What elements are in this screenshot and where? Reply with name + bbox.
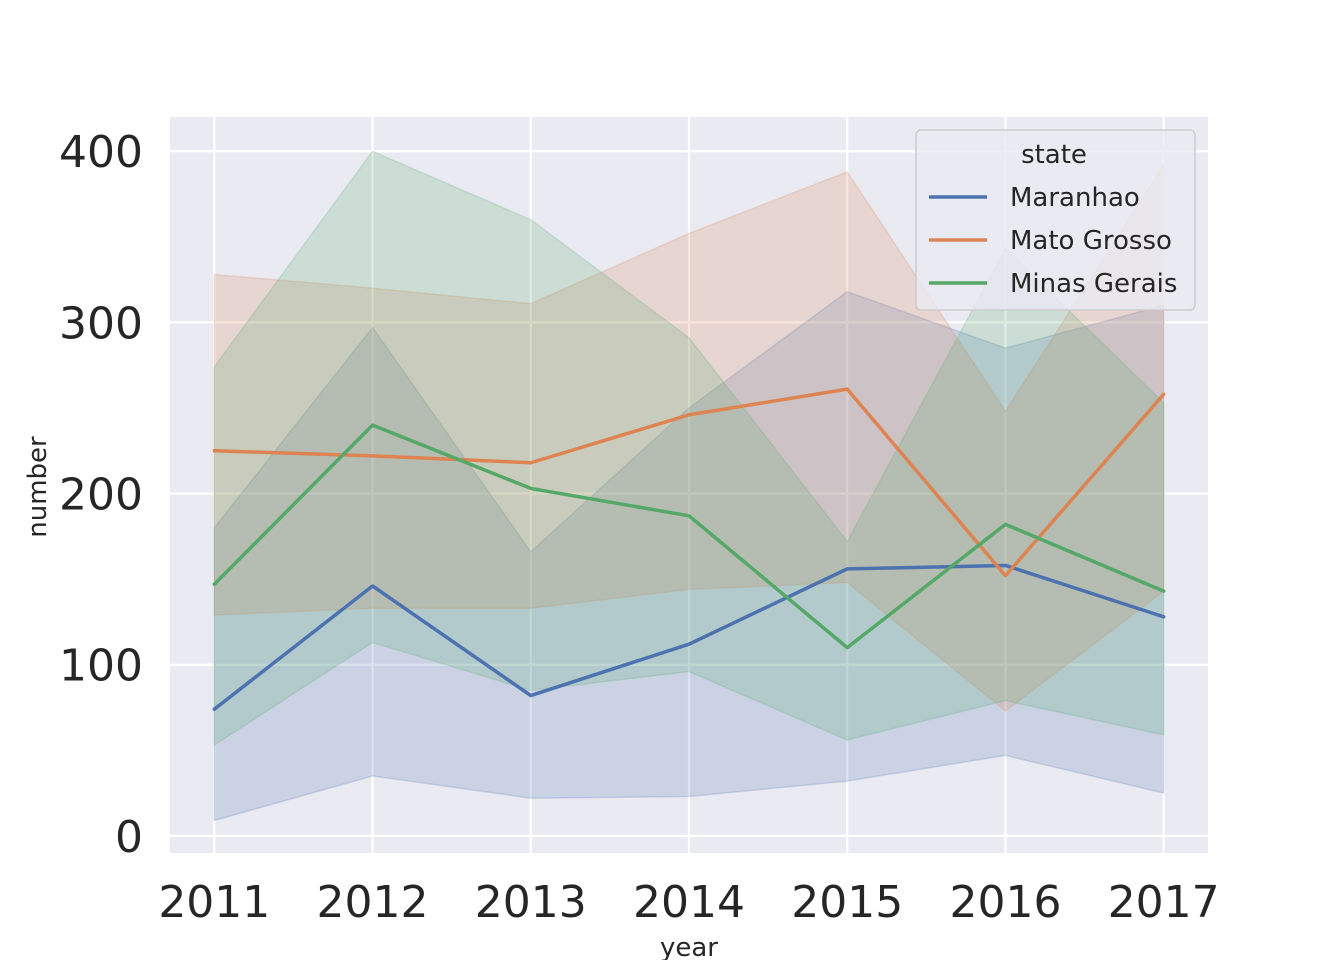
legend-box xyxy=(915,129,1196,311)
series-line-mato-grosso xyxy=(212,387,1166,578)
y-tick-label: 100 xyxy=(59,641,143,692)
y-axis-label: number xyxy=(23,436,53,538)
ci-band-minas-gerais xyxy=(213,150,1165,747)
x-tick-label: 2013 xyxy=(475,877,587,928)
grid xyxy=(170,117,1208,853)
y-tick-label: 300 xyxy=(59,298,143,349)
series-line-maranhao xyxy=(212,563,1166,711)
legend-label-minas-gerais: Minas Gerais xyxy=(1010,269,1177,299)
series-line-minas-gerais xyxy=(212,423,1166,650)
series-lines xyxy=(212,387,1166,711)
x-tick-label: 2014 xyxy=(633,877,745,928)
y-tick-labels: 0 100 200 300 400 xyxy=(59,127,143,863)
x-tick-label: 2012 xyxy=(317,877,429,928)
legend-label-mato-grosso: Mato Grosso xyxy=(1010,226,1172,256)
x-axis-label: year xyxy=(660,933,718,960)
x-tick-label: 2011 xyxy=(158,877,270,928)
legend-title: state xyxy=(1021,140,1087,170)
x-tick-label: 2016 xyxy=(949,877,1061,928)
y-tick-label: 400 xyxy=(59,127,143,178)
legend-label-maranhao: Maranhao xyxy=(1010,183,1140,213)
x-tick-label: 2015 xyxy=(791,877,903,928)
legend: state Maranhao Mato Grosso Minas Gerais xyxy=(915,129,1196,311)
y-tick-label: 200 xyxy=(59,470,143,521)
x-tick-labels: 2011 2012 2013 2014 2015 2016 2017 xyxy=(158,877,1219,928)
y-tick-label: 0 xyxy=(115,812,143,863)
x-tick-label: 2017 xyxy=(1108,877,1220,928)
ci-band-maranhao xyxy=(213,290,1165,822)
